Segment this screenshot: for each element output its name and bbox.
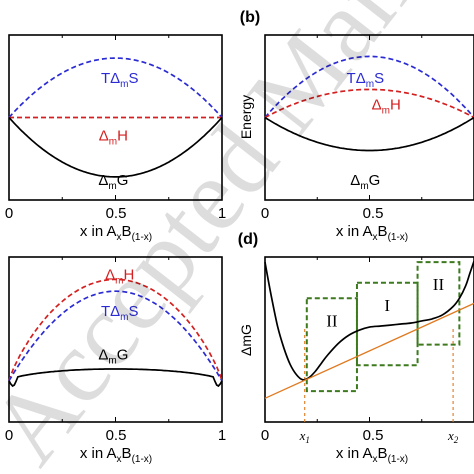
panel-a-xlabel-sub1: x <box>117 232 122 243</box>
panel-b-label: (b) <box>240 9 260 26</box>
panel-d-xlabel-main: x in A <box>336 445 373 462</box>
panel-b-series-label-0: TΔmS <box>347 70 385 90</box>
panel-d-xtick-0: 0 <box>261 427 269 444</box>
panel-d-series-0 <box>264 260 474 381</box>
panel-c-plot: ΔmH TΔmS ΔmG <box>8 257 223 422</box>
panel-d-region-label-2: II <box>433 275 445 294</box>
panel-c-series-2 <box>8 368 223 388</box>
panel-b-series-1 <box>264 88 474 119</box>
panel-a-xlabel-main: x in A <box>80 223 117 240</box>
panel-a: TΔmS ΔmH ΔmG 0 0.5 1 x in AxB(1-x) <box>5 34 226 243</box>
panel-c-series-label-0: ΔmH <box>105 266 134 286</box>
panel-b-xlabel-mid: B <box>378 223 388 240</box>
panel-d-region-label-0: II <box>326 311 338 330</box>
panel-a-series-0 <box>8 57 223 119</box>
panel-c-series-1 <box>8 290 223 382</box>
panel-c-xtick-2: 1 <box>218 427 226 444</box>
panel-d-xlabel-sub1: x <box>373 454 378 465</box>
panel-a-series-label-1: ΔmH <box>99 128 128 148</box>
panel-b-xtick-1: 0.5 <box>363 205 384 222</box>
panel-d-xlabel-sub2: (1-x) <box>388 454 409 465</box>
panel-b-xtick-0: 0 <box>261 205 269 222</box>
panel-b-series-label-2: ΔmG <box>350 172 380 192</box>
panel-b-xlabel: x in AxB(1-x) <box>336 223 408 243</box>
panel-d-label: (d) <box>238 231 258 248</box>
panel-c-xtick-1: 0.5 <box>106 427 127 444</box>
panel-b-xlabel-main: x in A <box>336 223 373 240</box>
panel-a-xtick-1: 0.5 <box>106 205 127 222</box>
panel-c: ΔmH TΔmS ΔmG 0 0.5 1 x in AxB(1-x) <box>5 256 226 465</box>
panel-c-series-label-2: ΔmG <box>98 347 128 367</box>
panel-b-xlabel-sub1: x <box>373 232 378 243</box>
panel-d-region-box-1 <box>355 281 419 367</box>
panel-a-xtick-2: 1 <box>218 205 226 222</box>
panel-d-xlabel: x in AxB(1-x) <box>336 445 408 465</box>
panel-d-marker-label-1: x2 <box>447 428 459 445</box>
panel-c-series-0 <box>8 278 223 382</box>
panel-c-xlabel-sub2: (1-x) <box>132 454 153 465</box>
panel-c-series-label-1: TΔmS <box>101 303 139 323</box>
panel-c-xtick-0: 0 <box>5 427 13 444</box>
panel-b: (b) TΔmS ΔmH ΔmG Energy 0 0.5 x in AxB(1-x… <box>238 9 474 243</box>
panel-d-marker-label-0: x1 <box>299 428 310 445</box>
panel-b-series-2 <box>264 116 474 152</box>
panel-c-xlabel-sub1: x <box>117 454 122 465</box>
panel-d-ylabel: ΔmG <box>238 324 254 356</box>
panel-b-series-0 <box>264 55 474 119</box>
panel-d-series-1 <box>264 302 474 399</box>
panel-d-xlabel-mid: B <box>378 445 388 462</box>
panel-a-xtick-0: 0 <box>5 205 13 222</box>
panel-b-plot: TΔmS ΔmH ΔmG <box>264 35 474 200</box>
panel-b-xlabel-sub2: (1-x) <box>388 232 409 243</box>
panel-b-ylabel: Energy <box>238 95 254 139</box>
panel-a-series-label-2: ΔmG <box>98 172 128 192</box>
panel-a-plot: TΔmS ΔmH ΔmG <box>8 35 223 200</box>
panel-d-xtick-1: 0.5 <box>363 427 384 444</box>
panel-a-xlabel-mid: B <box>122 223 132 240</box>
panel-a-series-2 <box>8 116 223 178</box>
panel-c-xlabel-main: x in A <box>80 445 117 462</box>
panel-b-series-label-1: ΔmH <box>372 96 401 116</box>
panel-c-xlabel: x in AxB(1-x) <box>80 445 152 465</box>
panel-a-series-label-0: TΔmS <box>101 70 139 90</box>
panel-a-xlabel-sub2: (1-x) <box>132 232 153 243</box>
panel-d-region-label-1: I <box>384 296 390 315</box>
panel-c-xlabel-mid: B <box>122 445 132 462</box>
panel-d-region-box-2 <box>416 261 461 346</box>
panel-a-xlabel: x in AxB(1-x) <box>80 223 152 243</box>
